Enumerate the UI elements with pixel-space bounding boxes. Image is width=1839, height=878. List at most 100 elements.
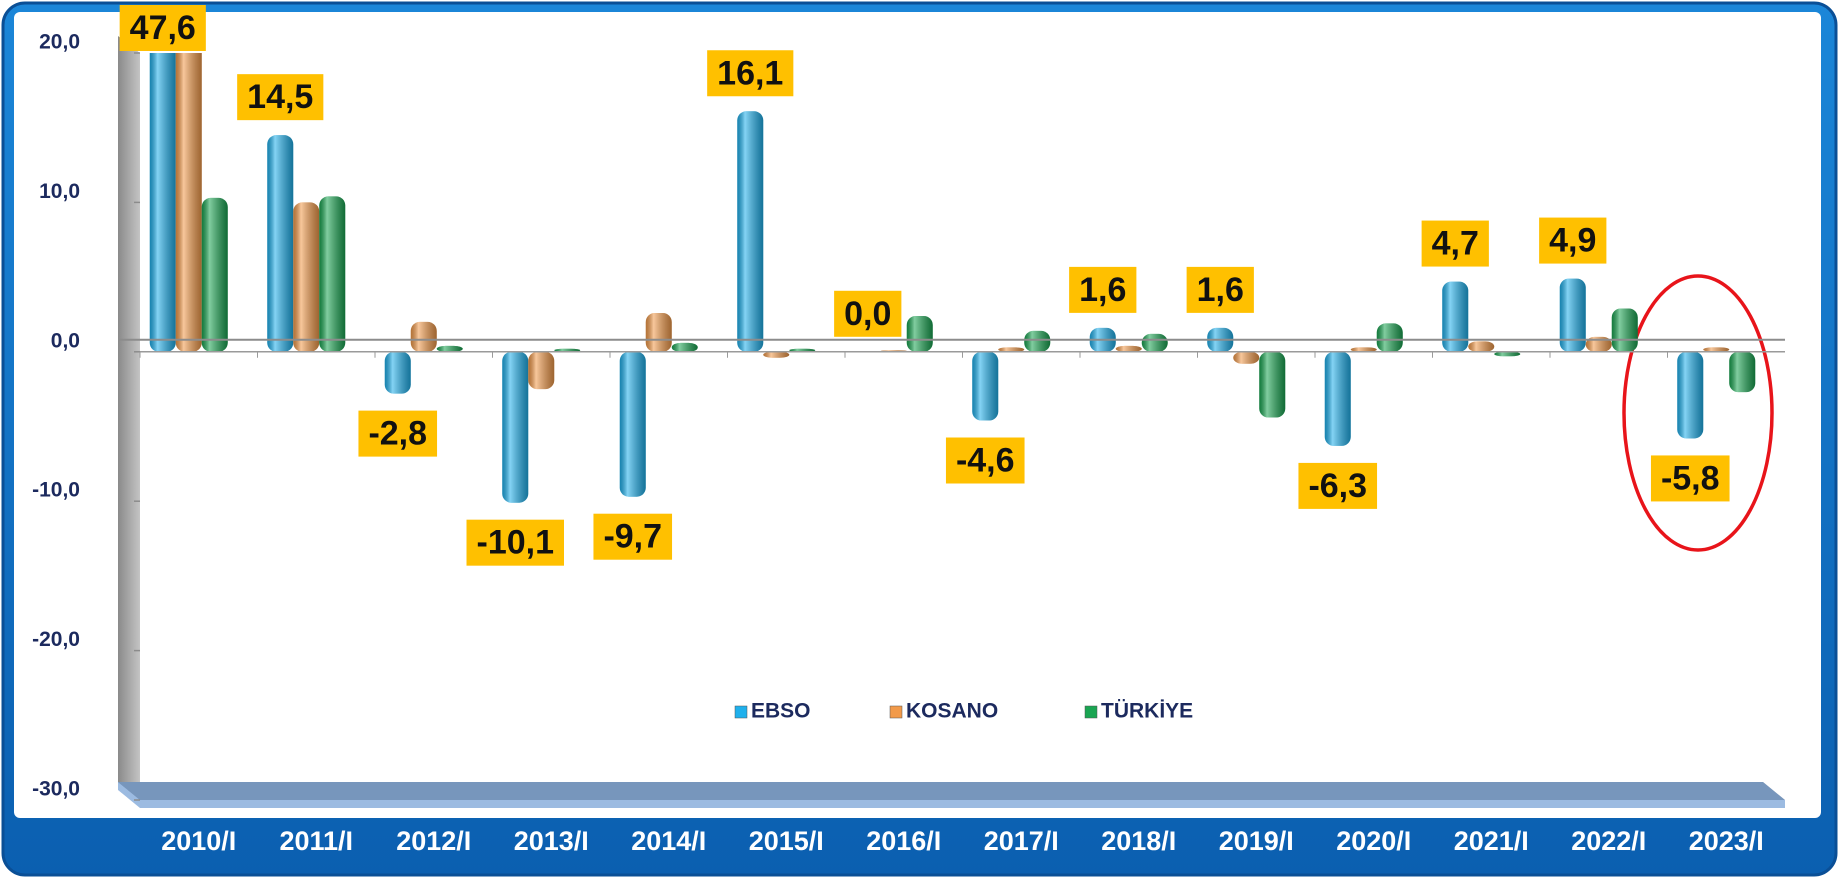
bar: [645, 312, 672, 352]
bar-shade: [1559, 278, 1586, 352]
bar: [436, 345, 463, 352]
legend-label: TÜRKİYE: [1101, 700, 1193, 723]
bar: [998, 347, 1025, 352]
bar-shade: [1024, 330, 1051, 352]
bar-shade: [293, 202, 320, 352]
x-tick-label: 2010/I: [161, 826, 236, 856]
data-label-box: [119, 4, 206, 51]
bar-shade: [645, 312, 672, 352]
data-label-box: [1421, 220, 1489, 267]
bar-shade: [763, 351, 790, 358]
bar: [528, 351, 555, 390]
bar-shade: [319, 196, 346, 352]
bar-shade: [528, 351, 555, 390]
bar-shade: [1729, 351, 1756, 393]
bar-shade: [906, 315, 933, 352]
data-label-box: [1186, 266, 1254, 313]
bar-shade: [1141, 333, 1168, 352]
bar-shade: [1677, 351, 1704, 439]
bar-shade: [998, 347, 1025, 352]
bar: [384, 351, 411, 394]
bar-shade: [502, 351, 529, 503]
bar: [1350, 347, 1377, 352]
data-label: -6,3: [1308, 467, 1367, 505]
legend-swatch: [1084, 705, 1098, 719]
bar: [175, 53, 202, 352]
x-tick-label: 2011/I: [279, 826, 353, 856]
bar-shade: [619, 351, 646, 497]
bar: [293, 202, 320, 352]
data-label-box: [593, 513, 673, 560]
x-tick-label: 2019/I: [1219, 826, 1294, 856]
data-label-box: [1298, 462, 1378, 509]
bar-shade: [1259, 351, 1286, 418]
bar-shade: [1703, 347, 1730, 352]
bar: [1729, 351, 1756, 393]
bar-shade: [410, 321, 437, 352]
bar-shade: [1611, 308, 1638, 352]
side-wall: [118, 36, 140, 800]
data-label: -4,6: [956, 442, 1015, 480]
bar: [267, 135, 294, 352]
x-tick-label: 2018/I: [1101, 826, 1176, 856]
data-label-box: [237, 74, 324, 121]
bar-shade: [436, 345, 463, 352]
bar: [737, 111, 764, 352]
x-tick-label: 2023/I: [1689, 826, 1764, 856]
x-tick-label: 2020/I: [1336, 826, 1411, 856]
bar-shade: [1350, 347, 1377, 352]
bar: [1376, 323, 1403, 352]
bar: [1468, 341, 1495, 352]
data-label-box: [834, 290, 902, 337]
bar-shade: [1115, 345, 1142, 352]
bar-shade: [1324, 351, 1351, 446]
bar-shade: [1442, 281, 1469, 352]
data-label: 47,6: [130, 9, 196, 47]
bar: [1233, 351, 1260, 364]
bar: [1703, 347, 1730, 352]
bar: [1324, 351, 1351, 446]
data-label: -9,7: [603, 518, 662, 556]
bar: [1024, 330, 1051, 352]
bar-shade: [972, 351, 999, 421]
bar: [149, 53, 176, 352]
y-tick-label: 10,0: [39, 180, 80, 203]
data-label-box: [1539, 217, 1607, 264]
legend-label: KOSANO: [906, 700, 998, 723]
bar-shade: [201, 197, 228, 352]
data-label: 14,5: [247, 78, 313, 116]
bar: [410, 321, 437, 352]
bar: [319, 196, 346, 352]
bar: [1141, 333, 1168, 352]
floor-edge: [118, 782, 1785, 808]
y-tick-label: 20,0: [39, 31, 80, 54]
legend-swatch: [734, 705, 748, 719]
data-label: -2,8: [368, 415, 427, 453]
bar-shade: [1233, 351, 1260, 364]
bar-shade: [1494, 351, 1521, 357]
x-tick-label: 2013/I: [514, 826, 589, 856]
data-label: 1,6: [1079, 271, 1126, 309]
x-tick-label: 2017/I: [984, 826, 1059, 856]
bars: [149, 53, 1756, 503]
data-label: -5,8: [1661, 459, 1720, 497]
bar: [906, 315, 933, 352]
bar: [502, 351, 529, 503]
legend-label: EBSO: [751, 700, 811, 723]
y-tick-label: -20,0: [32, 628, 80, 651]
bar: [1611, 308, 1638, 352]
plot-background: [14, 12, 1821, 818]
bar-shade: [1468, 341, 1495, 352]
bar: [1494, 351, 1521, 357]
bar: [972, 351, 999, 421]
bar: [1677, 351, 1704, 439]
bar-shade: [1376, 323, 1403, 352]
bar: [619, 351, 646, 497]
data-label: 16,1: [717, 54, 783, 92]
bar-shade: [267, 135, 294, 352]
data-label: 1,6: [1197, 271, 1244, 309]
x-tick-label: 2016/I: [866, 826, 941, 856]
data-label: 4,7: [1432, 225, 1479, 263]
data-label-box: [945, 437, 1025, 484]
